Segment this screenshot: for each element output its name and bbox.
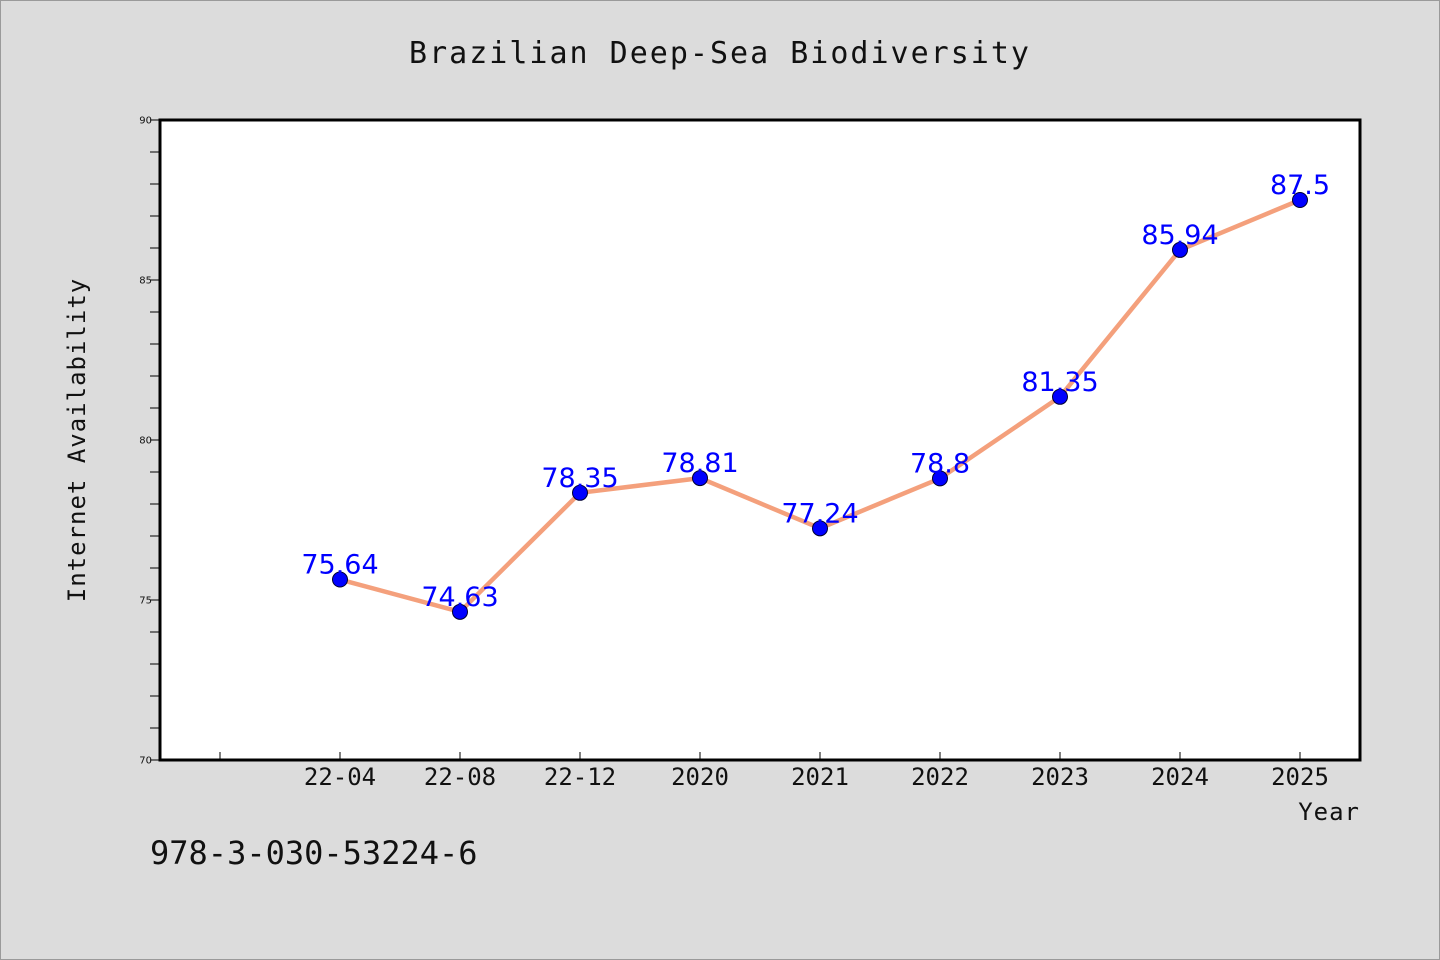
isbn-text: 978-3-030-53224-6 <box>150 834 478 872</box>
data-label: 78.35 <box>541 463 618 494</box>
data-label: 74.63 <box>421 582 498 613</box>
data-point <box>1172 241 1188 258</box>
x-tick-label: 22-04 <box>304 763 376 791</box>
data-point <box>572 484 588 501</box>
y-axis: 70 75 80 85 90 <box>139 116 160 767</box>
y-tick-label: 75 <box>139 596 152 607</box>
x-tick-label: 2024 <box>1151 763 1209 791</box>
chart-title: Brazilian Deep-Sea Biodiversity <box>409 36 1031 71</box>
data-label: 81.35 <box>1021 367 1098 398</box>
y-tick-label: 90 <box>139 116 152 127</box>
y-axis-label: Internet Availability <box>63 278 91 602</box>
data-label: 85.94 <box>1141 220 1218 251</box>
x-axis: 22-04 22-08 22-12 2020 2021 2022 2023 2024 2025 <box>219 752 1329 791</box>
x-tick-label: 22-12 <box>544 763 616 791</box>
data-point <box>812 520 828 537</box>
x-tick-label: 2023 <box>1031 763 1089 791</box>
x-tick-label: 22-08 <box>424 763 496 791</box>
data-label: 78.81 <box>661 448 738 479</box>
data-label: 87.5 <box>1270 170 1330 201</box>
x-tick-label: 2021 <box>791 763 849 791</box>
x-tick-label: 2025 <box>1271 763 1329 791</box>
data-point <box>1292 192 1308 208</box>
data-point <box>692 470 708 487</box>
x-tick-label: 2020 <box>671 763 729 791</box>
data-point <box>932 470 948 487</box>
data-label: 78.8 <box>910 448 970 479</box>
plot-area <box>158 118 1362 762</box>
y-tick-label: 70 <box>139 756 152 767</box>
data-label: 77.24 <box>781 498 858 529</box>
y-tick-label: 80 <box>139 436 152 447</box>
x-axis-label: Year <box>1298 798 1360 826</box>
data-point <box>332 571 348 588</box>
series-layer: 75.64 74.63 78.35 78.81 77.24 78.8 81.35 85.94 8… <box>301 170 1330 620</box>
data-label: 75.64 <box>301 550 378 581</box>
x-tick-label: 2022 <box>911 763 969 791</box>
data-point <box>1052 388 1068 405</box>
data-point <box>452 603 468 620</box>
y-tick-label: 85 <box>139 276 152 287</box>
